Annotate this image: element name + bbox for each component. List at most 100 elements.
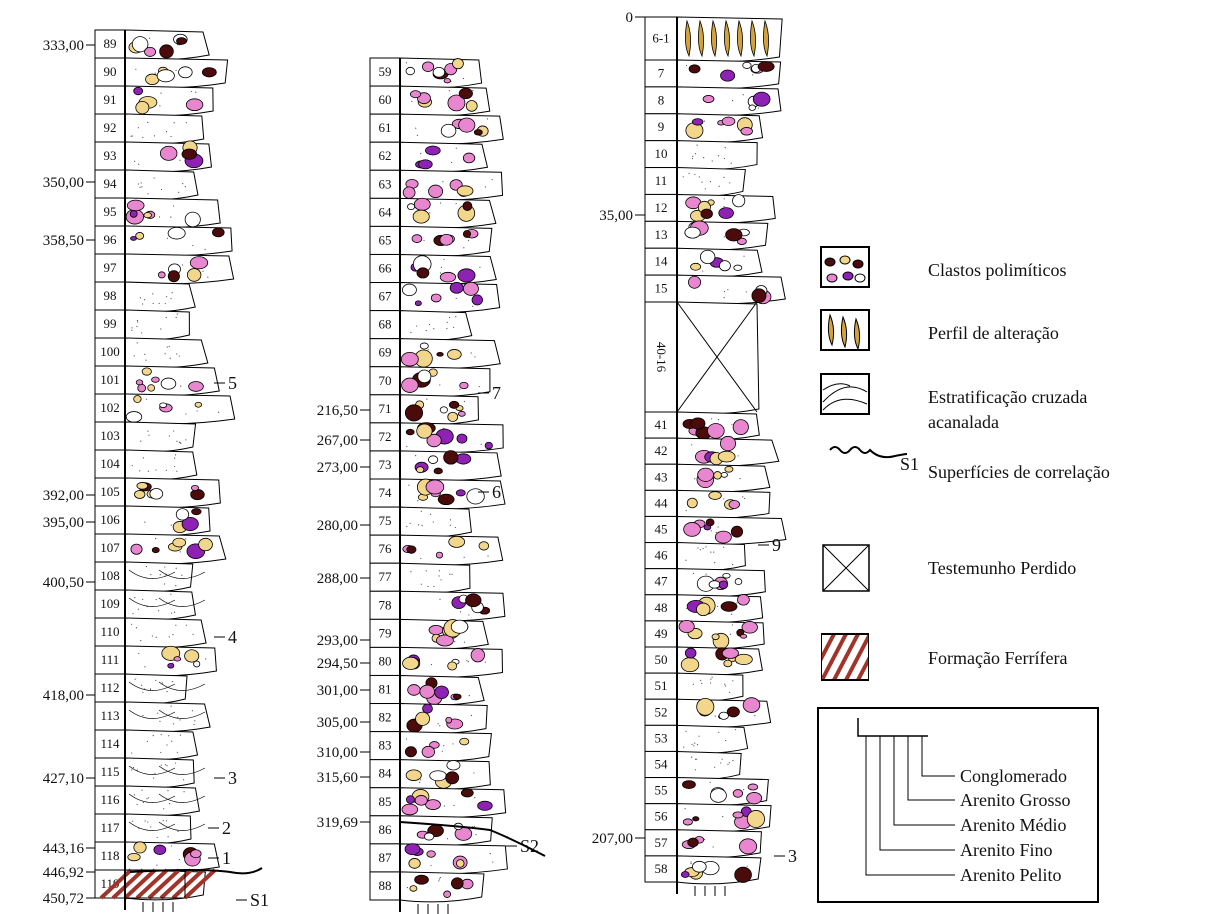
clast bbox=[723, 659, 733, 668]
sand-dot bbox=[416, 134, 419, 136]
sand-dot bbox=[132, 613, 134, 615]
layer-number: 62 bbox=[379, 148, 392, 163]
clast bbox=[436, 634, 454, 647]
sand-dot bbox=[173, 430, 175, 432]
layer-number: 88 bbox=[379, 878, 392, 893]
sand-dot bbox=[159, 574, 161, 576]
clast bbox=[130, 543, 143, 555]
sand-dot bbox=[473, 825, 475, 827]
clast bbox=[167, 226, 186, 240]
sand-dot bbox=[176, 313, 178, 315]
sand-dot bbox=[155, 537, 157, 540]
annotation: 7 bbox=[492, 383, 501, 403]
sand-dot bbox=[174, 762, 177, 764]
sand-dot bbox=[134, 597, 136, 599]
clast bbox=[752, 91, 771, 107]
sand-dot bbox=[140, 640, 142, 642]
layer-number: 107 bbox=[100, 540, 120, 555]
layer-box bbox=[369, 197, 401, 227]
sand-dot bbox=[168, 802, 171, 805]
clast bbox=[184, 649, 200, 663]
grain-legend-line bbox=[865, 736, 955, 876]
sand-dot bbox=[446, 327, 448, 330]
clast bbox=[190, 484, 199, 491]
sand-dot bbox=[694, 153, 696, 155]
sand-dot bbox=[165, 820, 168, 822]
layer-box bbox=[94, 449, 126, 479]
layer-number: 95 bbox=[104, 204, 117, 219]
sand-dot bbox=[487, 555, 489, 557]
clast bbox=[730, 525, 744, 538]
layer-number: 60 bbox=[379, 92, 392, 107]
sand-dot bbox=[754, 715, 756, 717]
layer-box bbox=[644, 301, 678, 413]
sand-dot bbox=[723, 176, 725, 178]
sand-dot bbox=[421, 525, 423, 527]
sand-dot bbox=[139, 297, 141, 299]
sand-dot bbox=[702, 270, 704, 272]
clast bbox=[437, 493, 455, 506]
sand-dot bbox=[686, 607, 688, 610]
layer-number: 106 bbox=[100, 512, 120, 527]
sand-dot bbox=[420, 510, 422, 512]
sand-dot bbox=[135, 627, 138, 629]
sand-dot bbox=[731, 423, 733, 425]
sand-dot bbox=[190, 90, 193, 93]
sand-dot bbox=[139, 470, 141, 472]
layer bbox=[124, 561, 194, 593]
sand-dot bbox=[731, 624, 734, 626]
layer-box bbox=[644, 724, 678, 752]
sand-dot bbox=[166, 691, 168, 693]
sand-dot bbox=[453, 326, 455, 329]
column: 6-1 7 8 9 10 11 12 13 14 15 40-16 41 42 43 44 45 46 47 48 4… bbox=[592, 10, 797, 896]
cross-bedding bbox=[128, 569, 176, 579]
layer-number: 104 bbox=[100, 456, 120, 471]
layer-number: 103 bbox=[100, 428, 120, 443]
sand-dot bbox=[484, 186, 486, 188]
clast bbox=[697, 467, 714, 482]
sand-dot bbox=[130, 135, 132, 137]
clast bbox=[409, 885, 418, 892]
layer bbox=[124, 281, 196, 313]
clast bbox=[687, 837, 699, 848]
alteration bbox=[763, 19, 769, 58]
sand-dot bbox=[144, 666, 146, 668]
clast bbox=[193, 660, 201, 668]
sand-dot bbox=[169, 357, 171, 359]
sand-dot bbox=[710, 530, 712, 532]
sand-dot bbox=[157, 712, 159, 714]
clast bbox=[718, 207, 734, 219]
legend-ferro bbox=[844, 633, 872, 681]
sand-dot bbox=[752, 74, 754, 76]
sand-dot bbox=[714, 562, 716, 564]
sand-dot bbox=[705, 573, 707, 575]
sand-dot bbox=[183, 791, 185, 793]
sand-dot bbox=[139, 186, 141, 188]
sand-dot bbox=[174, 465, 176, 468]
layer bbox=[124, 701, 211, 733]
clast bbox=[466, 488, 485, 505]
clast bbox=[445, 716, 453, 724]
sand-dot bbox=[463, 400, 466, 403]
sand-dot bbox=[426, 398, 428, 400]
sand-dot bbox=[723, 498, 725, 500]
sand-dot bbox=[148, 434, 150, 436]
layer bbox=[676, 724, 749, 754]
sand-dot bbox=[739, 478, 741, 480]
sand-dot bbox=[439, 725, 441, 727]
sand-dot bbox=[164, 353, 166, 355]
sand-dot bbox=[690, 862, 692, 865]
clast bbox=[407, 684, 421, 696]
sand-dot bbox=[171, 740, 173, 742]
sand-dot bbox=[159, 105, 161, 107]
sand-dot bbox=[132, 766, 135, 769]
clast bbox=[172, 537, 187, 548]
layer-box bbox=[369, 57, 401, 87]
sand-dot bbox=[406, 445, 408, 448]
legend-box bbox=[817, 707, 1099, 903]
clast bbox=[144, 46, 157, 57]
sand-dot bbox=[449, 519, 451, 521]
clast bbox=[404, 746, 417, 758]
sand-dot bbox=[442, 181, 444, 183]
sand-dot bbox=[164, 764, 167, 766]
